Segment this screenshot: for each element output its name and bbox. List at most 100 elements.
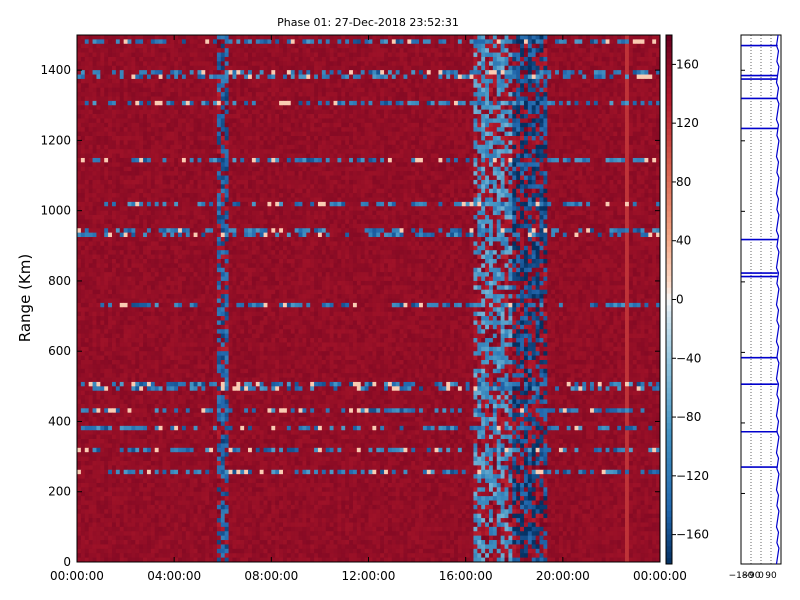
heatmap-cell xyxy=(547,122,552,128)
heatmap-cell xyxy=(139,74,144,80)
heatmap-cell xyxy=(582,136,587,141)
heatmap-cell xyxy=(294,140,299,146)
heatmap-cell xyxy=(508,122,513,128)
heatmap-cell xyxy=(310,105,315,111)
heatmap-cell xyxy=(139,136,144,141)
heatmap-cell xyxy=(178,127,183,133)
heatmap-cell xyxy=(520,61,525,67)
heatmap-cell xyxy=(403,171,408,176)
heatmap-cell xyxy=(422,105,428,111)
heatmap-cell xyxy=(547,39,552,45)
heatmap-cell xyxy=(574,127,579,133)
heatmap-cell xyxy=(469,74,474,80)
heatmap-cell xyxy=(597,52,603,58)
heatmap-cell xyxy=(267,35,272,40)
heatmap-cell xyxy=(88,56,93,62)
heatmap-cell xyxy=(209,56,214,62)
heatmap-cell xyxy=(349,105,354,111)
heatmap-cell xyxy=(290,149,296,154)
heatmap-cell xyxy=(469,35,474,40)
heatmap-cell xyxy=(613,153,618,159)
heatmap-cell xyxy=(96,35,101,40)
heatmap-cell xyxy=(434,136,439,141)
heatmap-cell xyxy=(520,136,525,141)
heatmap-cell xyxy=(640,136,645,141)
heatmap-cell xyxy=(251,87,257,93)
heatmap-cell xyxy=(590,70,595,75)
heatmap-cell xyxy=(216,43,222,49)
heatmap-cell xyxy=(551,127,556,133)
heatmap-cell xyxy=(162,144,167,150)
heatmap-cell xyxy=(446,35,451,40)
heatmap-cell xyxy=(170,131,175,137)
heatmap-cell xyxy=(415,127,420,133)
heatmap-cell xyxy=(263,153,268,159)
heatmap-cell xyxy=(539,43,544,49)
heatmap-cell xyxy=(178,166,183,172)
heatmap-cell xyxy=(259,74,264,80)
heatmap-cell xyxy=(438,171,443,176)
heatmap-cell xyxy=(613,122,618,128)
heatmap-cell xyxy=(601,127,606,133)
heatmap-cell xyxy=(123,144,128,150)
heatmap-cell xyxy=(201,118,206,124)
heatmap-cell xyxy=(566,70,572,75)
heatmap-cell xyxy=(628,52,634,58)
heatmap-cell xyxy=(539,56,544,62)
heatmap-cell xyxy=(605,48,610,53)
heatmap-cell xyxy=(314,83,319,89)
heatmap-cell xyxy=(263,109,268,115)
heatmap-cell xyxy=(224,96,229,102)
heatmap-cell xyxy=(216,153,222,159)
heatmap-cell xyxy=(271,92,276,97)
heatmap-cell xyxy=(547,162,552,168)
heatmap-cell xyxy=(454,171,459,176)
heatmap-cell xyxy=(154,114,160,119)
heatmap-cell xyxy=(523,131,529,137)
heatmap-cell xyxy=(527,109,533,115)
heatmap-cell xyxy=(430,74,435,80)
heatmap-cell xyxy=(562,109,568,115)
heatmap-cell xyxy=(473,74,478,80)
heatmap-cell xyxy=(450,127,455,133)
heatmap-cell xyxy=(364,171,369,176)
heatmap-cell xyxy=(547,140,552,146)
heatmap-cell xyxy=(586,52,591,58)
heatmap-cell xyxy=(115,39,121,45)
heatmap-cell xyxy=(290,171,296,176)
heatmap-cell xyxy=(224,109,229,115)
heatmap-cell xyxy=(201,43,206,49)
heatmap-cell xyxy=(535,131,540,137)
heatmap-cell xyxy=(158,175,163,181)
heatmap-cell xyxy=(407,56,412,62)
heatmap-cell xyxy=(539,65,544,71)
heatmap-cell xyxy=(527,52,533,58)
heatmap-cell xyxy=(644,157,649,163)
heatmap-cell xyxy=(391,65,397,71)
heatmap-cell xyxy=(119,78,125,84)
heatmap-cell xyxy=(298,83,303,89)
heatmap-cell xyxy=(376,127,381,133)
heatmap-cell xyxy=(282,114,288,119)
heatmap-cell xyxy=(209,43,214,49)
heatmap-cell xyxy=(333,175,338,181)
heatmap-cell xyxy=(376,171,381,176)
heatmap-cell xyxy=(263,56,268,62)
heatmap-cell xyxy=(248,127,253,133)
heatmap-cell xyxy=(181,74,187,80)
heatmap-cell xyxy=(236,70,241,75)
heatmap-cell xyxy=(605,78,610,84)
heatmap-cell xyxy=(609,122,614,128)
heatmap-cell xyxy=(150,171,156,176)
heatmap-cell xyxy=(535,56,540,62)
heatmap-cell xyxy=(154,109,160,115)
heatmap-cell xyxy=(411,78,416,84)
heatmap-cell xyxy=(640,48,645,53)
heatmap-cell xyxy=(434,166,439,172)
heatmap-cell xyxy=(562,153,568,159)
heatmap-cell xyxy=(512,122,517,128)
heatmap-cell xyxy=(96,122,101,128)
heatmap-cell xyxy=(294,144,299,150)
heatmap-cell xyxy=(213,43,218,49)
heatmap-cell xyxy=(329,149,334,154)
